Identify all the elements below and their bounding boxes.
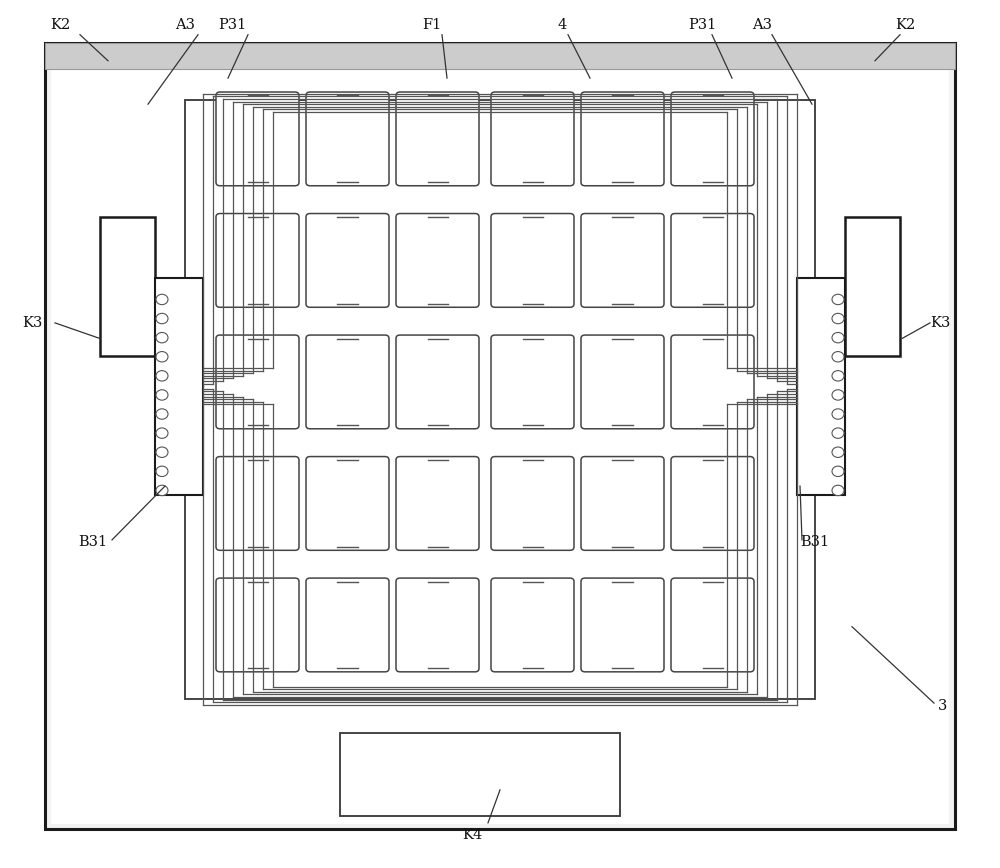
Circle shape xyxy=(832,371,844,381)
Bar xyxy=(797,278,845,495)
FancyBboxPatch shape xyxy=(306,92,389,186)
Circle shape xyxy=(832,313,844,324)
Bar xyxy=(100,217,155,356)
Text: K2: K2 xyxy=(895,18,915,32)
Text: K4: K4 xyxy=(462,828,482,842)
Bar xyxy=(185,100,815,699)
FancyBboxPatch shape xyxy=(491,214,574,307)
Circle shape xyxy=(156,352,168,362)
FancyBboxPatch shape xyxy=(306,457,389,550)
Text: 4: 4 xyxy=(558,18,567,32)
Circle shape xyxy=(156,332,168,343)
Circle shape xyxy=(832,466,844,477)
Circle shape xyxy=(156,485,168,496)
FancyBboxPatch shape xyxy=(671,92,754,186)
FancyBboxPatch shape xyxy=(491,335,574,429)
Circle shape xyxy=(832,352,844,362)
Text: A3: A3 xyxy=(175,18,195,32)
FancyBboxPatch shape xyxy=(216,92,299,186)
FancyBboxPatch shape xyxy=(396,578,479,672)
FancyBboxPatch shape xyxy=(671,457,754,550)
FancyBboxPatch shape xyxy=(581,214,664,307)
FancyBboxPatch shape xyxy=(396,457,479,550)
Text: K3: K3 xyxy=(930,316,950,330)
Circle shape xyxy=(156,409,168,419)
Text: P31: P31 xyxy=(688,18,716,32)
FancyBboxPatch shape xyxy=(396,92,479,186)
FancyBboxPatch shape xyxy=(491,92,574,186)
FancyBboxPatch shape xyxy=(491,578,574,672)
FancyBboxPatch shape xyxy=(396,335,479,429)
Circle shape xyxy=(832,294,844,305)
FancyBboxPatch shape xyxy=(581,335,664,429)
Bar xyxy=(51,49,949,824)
Circle shape xyxy=(156,428,168,438)
FancyBboxPatch shape xyxy=(671,578,754,672)
Circle shape xyxy=(156,466,168,477)
Circle shape xyxy=(156,447,168,457)
Text: K3: K3 xyxy=(22,316,42,330)
FancyBboxPatch shape xyxy=(306,335,389,429)
FancyBboxPatch shape xyxy=(216,457,299,550)
Text: B31: B31 xyxy=(78,535,107,549)
Bar xyxy=(845,217,900,356)
FancyBboxPatch shape xyxy=(216,335,299,429)
Text: 3: 3 xyxy=(938,700,947,713)
FancyBboxPatch shape xyxy=(581,457,664,550)
FancyBboxPatch shape xyxy=(306,578,389,672)
Circle shape xyxy=(832,428,844,438)
FancyBboxPatch shape xyxy=(216,214,299,307)
Bar xyxy=(45,43,955,69)
FancyBboxPatch shape xyxy=(491,457,574,550)
Circle shape xyxy=(832,332,844,343)
Circle shape xyxy=(156,313,168,324)
Circle shape xyxy=(832,409,844,419)
Circle shape xyxy=(832,485,844,496)
Bar xyxy=(340,733,620,816)
Text: P31: P31 xyxy=(218,18,246,32)
FancyBboxPatch shape xyxy=(671,214,754,307)
Bar xyxy=(155,278,203,495)
Text: B31: B31 xyxy=(800,535,829,549)
FancyBboxPatch shape xyxy=(581,578,664,672)
Circle shape xyxy=(832,390,844,400)
Text: A3: A3 xyxy=(752,18,772,32)
Text: K2: K2 xyxy=(50,18,70,32)
FancyBboxPatch shape xyxy=(216,578,299,672)
FancyBboxPatch shape xyxy=(671,335,754,429)
Circle shape xyxy=(156,371,168,381)
FancyBboxPatch shape xyxy=(306,214,389,307)
Text: F1: F1 xyxy=(422,18,441,32)
Circle shape xyxy=(156,294,168,305)
FancyBboxPatch shape xyxy=(581,92,664,186)
Circle shape xyxy=(832,447,844,457)
FancyBboxPatch shape xyxy=(396,214,479,307)
Circle shape xyxy=(156,390,168,400)
